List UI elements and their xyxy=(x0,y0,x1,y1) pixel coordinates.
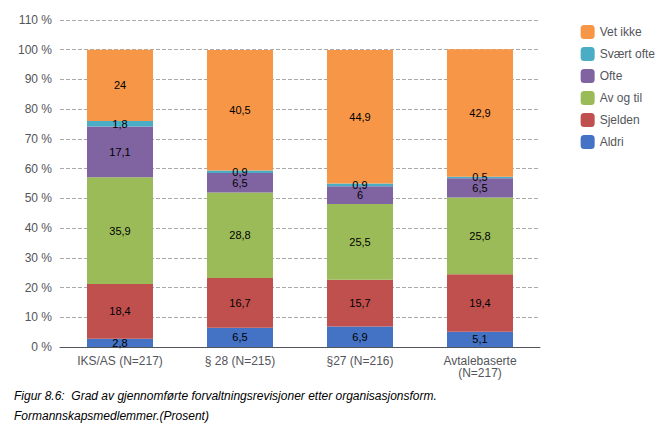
svg-text:§ 28 (N=215): § 28 (N=215) xyxy=(205,354,275,368)
svg-text:0 %: 0 % xyxy=(31,340,52,354)
svg-text:5,1: 5,1 xyxy=(472,333,487,345)
svg-text:60 %: 60 % xyxy=(25,162,53,176)
svg-text:§27 (N=216): §27 (N=216) xyxy=(326,354,393,368)
svg-text:16,7: 16,7 xyxy=(229,297,250,309)
svg-text:6,5: 6,5 xyxy=(472,182,487,194)
svg-text:10 %: 10 % xyxy=(25,310,53,324)
svg-text:50 %: 50 % xyxy=(25,191,53,205)
svg-text:Avtalebaserte: Avtalebaserte xyxy=(443,354,517,368)
svg-text:0,9: 0,9 xyxy=(352,179,367,191)
svg-text:42,9: 42,9 xyxy=(469,107,490,119)
svg-text:35,9: 35,9 xyxy=(109,225,130,237)
svg-text:Av og til: Av og til xyxy=(600,91,642,105)
svg-text:25,8: 25,8 xyxy=(469,230,490,242)
svg-text:44,9: 44,9 xyxy=(349,111,370,123)
svg-text:Aldri: Aldri xyxy=(600,135,624,149)
svg-text:28,8: 28,8 xyxy=(229,229,250,241)
svg-text:18,4: 18,4 xyxy=(109,305,130,317)
svg-text:40 %: 40 % xyxy=(25,221,53,235)
svg-text:Svært ofte: Svært ofte xyxy=(600,47,656,61)
svg-text:25,5: 25,5 xyxy=(349,236,370,248)
svg-text:Formannskapsmedlemmer.(Prosent: Formannskapsmedlemmer.(Prosent) xyxy=(14,409,209,423)
svg-text:6,5: 6,5 xyxy=(232,331,247,343)
svg-text:Figur 8.6: Grad av gjennomfør: Figur 8.6: Grad av gjennomførte forvaltn… xyxy=(14,389,437,403)
svg-text:17,1: 17,1 xyxy=(109,146,130,158)
svg-text:1,8: 1,8 xyxy=(112,118,127,130)
svg-text:80 %: 80 % xyxy=(25,102,53,116)
svg-text:24: 24 xyxy=(114,79,126,91)
svg-text:0,5: 0,5 xyxy=(472,171,487,183)
svg-text:90 %: 90 % xyxy=(25,72,53,86)
svg-text:Ofte: Ofte xyxy=(600,69,623,83)
svg-text:110 %: 110 % xyxy=(19,13,52,27)
svg-text:0,9: 0,9 xyxy=(232,166,247,178)
svg-text:100 %: 100 % xyxy=(18,43,52,57)
svg-text:Sjelden: Sjelden xyxy=(600,113,640,127)
svg-text:6,5: 6,5 xyxy=(232,177,247,189)
svg-text:15,7: 15,7 xyxy=(349,297,370,309)
svg-text:30 %: 30 % xyxy=(25,251,53,265)
svg-text:6: 6 xyxy=(357,189,363,201)
svg-text:2,8: 2,8 xyxy=(112,337,127,349)
svg-text:19,4: 19,4 xyxy=(469,297,490,309)
svg-text:70 %: 70 % xyxy=(25,132,53,146)
svg-text:6,9: 6,9 xyxy=(352,331,367,343)
svg-text:Vet ikke: Vet ikke xyxy=(600,25,642,39)
svg-text:(N=217): (N=217) xyxy=(458,366,502,380)
svg-text:20 %: 20 % xyxy=(25,281,53,295)
svg-text:IKS/AS (N=217): IKS/AS (N=217) xyxy=(77,354,163,368)
svg-text:40,5: 40,5 xyxy=(229,104,250,116)
